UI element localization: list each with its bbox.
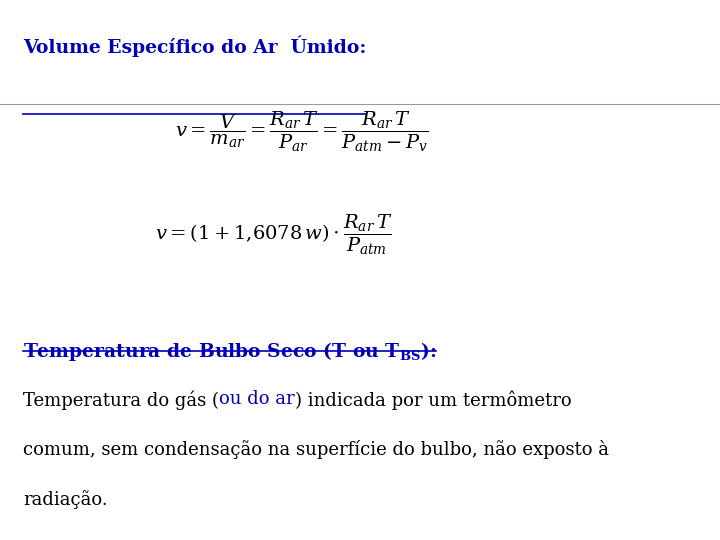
- Text: Temperatura do gás (: Temperatura do gás (: [23, 390, 219, 410]
- Text: radiação.: radiação.: [23, 490, 108, 509]
- Text: Temperatura de Bulbo Seco (T ou T$_{\mathregular{BS}}$):: Temperatura de Bulbo Seco (T ou T$_{\mat…: [23, 340, 436, 363]
- Text: ) indicada por um termômetro: ) indicada por um termômetro: [294, 390, 571, 410]
- Text: comum, sem condensação na superfície do bulbo, não exposto à: comum, sem condensação na superfície do …: [23, 440, 609, 459]
- Text: Volume Específico do Ar  Úmido:: Volume Específico do Ar Úmido:: [23, 35, 366, 57]
- Text: $v = \dfrac{V}{m_{ar}} = \dfrac{R_{ar}\,T}{P_{ar}} = \dfrac{R_{ar}\,T}{P_{atm} -: $v = \dfrac{V}{m_{ar}} = \dfrac{R_{ar}\,…: [176, 110, 429, 154]
- Text: ou do ar: ou do ar: [219, 390, 294, 408]
- Text: $v = (1+1{,}6078\,w)\cdot\dfrac{R_{ar}\,T}{P_{atm}}$: $v = (1+1{,}6078\,w)\cdot\dfrac{R_{ar}\,…: [155, 213, 392, 257]
